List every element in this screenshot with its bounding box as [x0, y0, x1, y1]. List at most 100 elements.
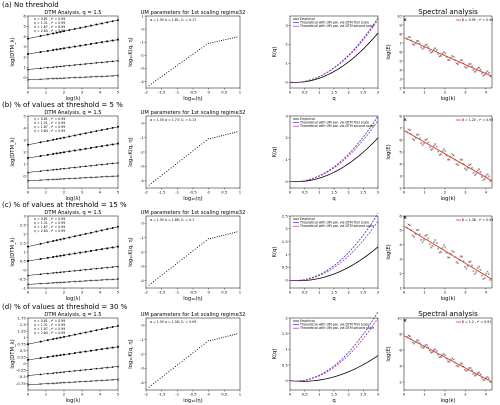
- dtm-point: [117, 225, 119, 228]
- dtm-point: [111, 60, 114, 63]
- um-title: UM parameters for 1st scaling regime32: [141, 210, 246, 216]
- um-point: [172, 67, 174, 69]
- dtm-point: [116, 277, 120, 281]
- um-xtick-label: -2: [144, 392, 148, 397]
- um-point: [192, 53, 194, 55]
- dtm-xtick-label: 5: [117, 290, 120, 295]
- um-point: [166, 270, 168, 272]
- spec-point: [456, 262, 459, 265]
- dtm-point: [55, 152, 58, 155]
- um-point: [236, 131, 238, 133]
- spec-point: [444, 149, 447, 152]
- spec-ytick-label: 6: [399, 137, 402, 142]
- dtm-point: [95, 176, 98, 179]
- dtm-point: [106, 60, 109, 63]
- um-ylabel: log₁₀K(q, η): [128, 37, 134, 66]
- um-ytick-label: -4: [140, 79, 144, 84]
- dtm-point: [111, 226, 114, 229]
- dtm-point: [111, 175, 114, 178]
- dtm-point: [79, 44, 82, 47]
- spec-point: [408, 36, 411, 39]
- dtm-point: [63, 136, 65, 139]
- dtm-point: [73, 380, 76, 384]
- um-point: [214, 236, 216, 239]
- dtm-ytick-label: 1: [23, 65, 26, 70]
- um-point: [148, 386, 150, 388]
- row-2: (c) % of values at threshold = 15 %DTM A…: [2, 201, 493, 302]
- dtm-point: [73, 333, 76, 336]
- dtm-point: [106, 144, 109, 147]
- dtm-point: [39, 169, 42, 172]
- kq-theory2-line: [289, 120, 379, 183]
- dtm-point: [90, 268, 92, 270]
- spec-ytick-label: 2: [399, 379, 402, 384]
- spec-point: [459, 362, 462, 365]
- dtm-point: [52, 240, 55, 243]
- kq-xlabel: q: [332, 196, 335, 202]
- um-point: [194, 148, 196, 150]
- dtm-point: [100, 278, 103, 282]
- um-point: [236, 231, 238, 233]
- um-title: UM parameters for 1st scaling regime32: [141, 312, 246, 318]
- um-point: [183, 157, 185, 159]
- spec-xtick-label: 3: [464, 392, 467, 397]
- spec-point: [472, 372, 475, 375]
- spec-fit-line: [403, 225, 493, 280]
- dtm-point: [84, 350, 87, 353]
- dtm-point: [100, 41, 103, 44]
- dtm-xtick-label: 4: [99, 90, 102, 95]
- spec-point: [483, 73, 486, 76]
- spec-point: [428, 243, 431, 246]
- um-xtick-label: -2: [144, 90, 148, 95]
- dtm-point: [52, 355, 55, 358]
- kq-ytick-label: 1: [285, 252, 288, 257]
- spec-frame: [403, 15, 493, 89]
- spec-point: [434, 47, 437, 50]
- dtm-legend-entry: η = 1.87 , r² = 0.99: [34, 25, 65, 29]
- spec-point: [487, 377, 490, 380]
- kq-legend-entry: Theoretical with UM par. via DTM first s…: [299, 221, 369, 225]
- um-title: UM parameters for 1st scaling regime32: [141, 10, 246, 16]
- dtm-point: [117, 59, 119, 62]
- um-xtick-label: -1.5: [158, 90, 166, 95]
- dtm-point: [90, 349, 92, 352]
- dtm-point: [84, 147, 87, 150]
- dtm-point: [26, 383, 30, 386]
- dtm-point: [59, 381, 62, 385]
- dtm-legend-entry: η = 2.84 , r² = 0.99: [34, 129, 65, 133]
- spec-point: [455, 62, 458, 65]
- um-point: [188, 253, 190, 255]
- spec-point: [461, 158, 464, 161]
- kq-xtick-label: 3: [377, 90, 380, 95]
- dtm-xtick-label: 2: [63, 290, 66, 295]
- um-point: [196, 246, 198, 248]
- dtm-point: [95, 42, 98, 45]
- dtm-point: [39, 357, 42, 359]
- kq-ytick-label: 1.5: [282, 239, 289, 244]
- spec-xlabel: log(k): [441, 196, 456, 202]
- dtm-point: [39, 340, 42, 343]
- dtm-point: [106, 247, 109, 250]
- dtm-point: [117, 161, 119, 164]
- um-point: [159, 77, 161, 79]
- um-point: [205, 44, 207, 46]
- dtm-point: [39, 242, 42, 245]
- spec-point: [451, 54, 454, 58]
- dtm-ytick-label: 1.5: [20, 322, 27, 327]
- dtm-legend-entry: η = 1.31 , r² = 0.99: [34, 121, 65, 125]
- dtm-legend-entry: η = 2.84 , r² = 0.99: [34, 229, 65, 233]
- um-point: [231, 132, 234, 134]
- um-point: [203, 45, 205, 47]
- spec-point: [421, 347, 424, 350]
- spec-point: [411, 42, 414, 45]
- spec-point: [475, 270, 478, 274]
- dtm-point: [79, 176, 82, 180]
- kq-legend-entry: Theoretical with UM par. via DTM second …: [299, 124, 374, 128]
- spec-ytick-label: 4: [399, 363, 402, 368]
- dtm-point: [73, 177, 76, 180]
- um-xtick-label: -1: [175, 392, 179, 397]
- um-point: [194, 350, 196, 352]
- spec-point: [473, 374, 476, 377]
- spec-ytick-label: 3: [399, 76, 402, 81]
- um-point: [209, 340, 212, 342]
